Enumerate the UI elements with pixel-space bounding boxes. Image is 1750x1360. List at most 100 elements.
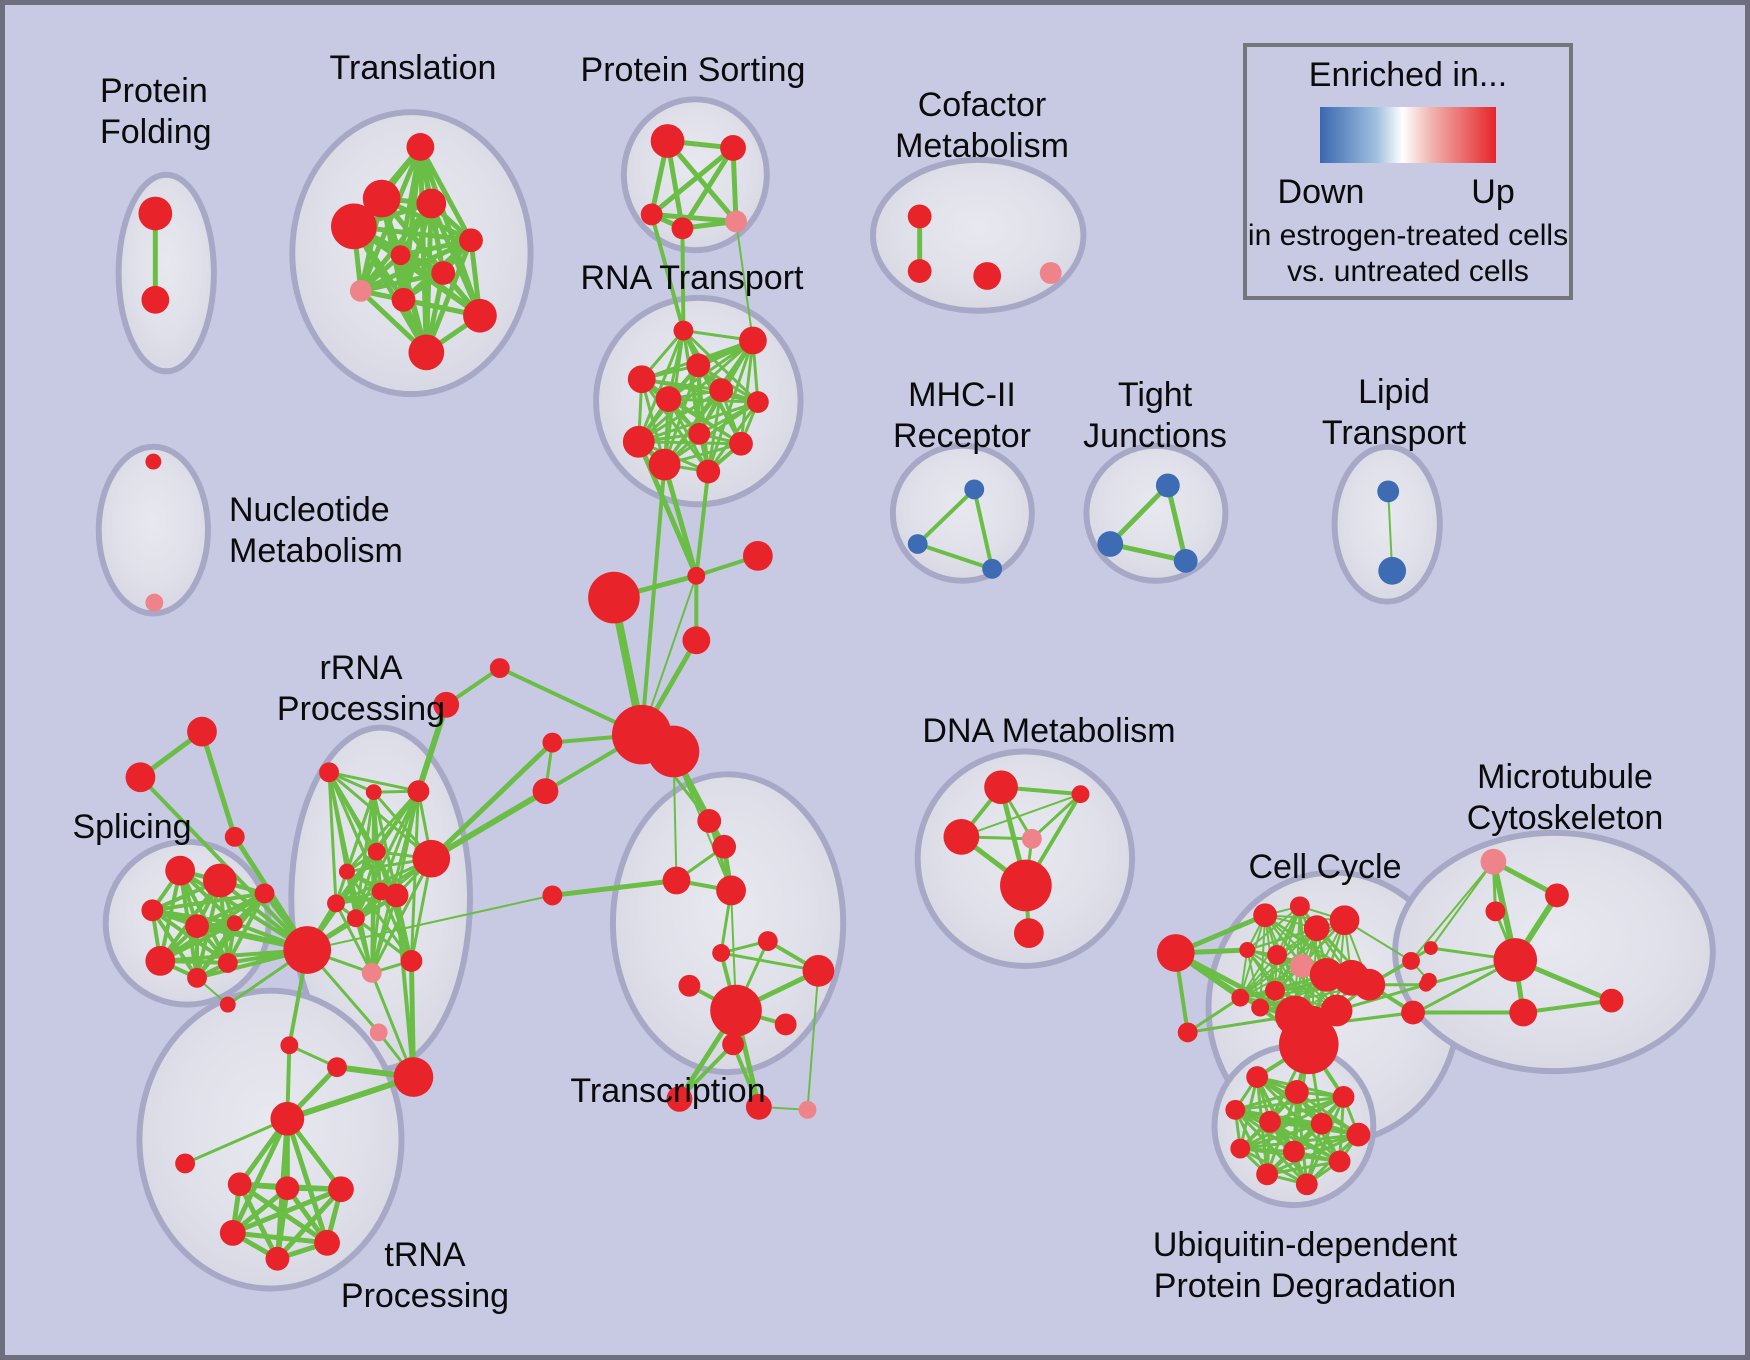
network-edge	[351, 225, 429, 354]
gene-set-node	[219, 1220, 246, 1246]
gene-set-node	[319, 762, 339, 783]
legend: Enriched in... Down Up in estrogen-treat…	[1243, 43, 1573, 300]
network-edge	[1165, 484, 1189, 562]
cluster-label-translation: Translation	[330, 48, 497, 89]
network-edge	[739, 340, 755, 444]
network-edge	[334, 902, 374, 974]
network-edge	[418, 145, 474, 242]
network-edge	[199, 730, 238, 838]
gene-set-node	[678, 974, 701, 997]
network-edge	[139, 775, 309, 952]
cluster-label-line: tRNA	[384, 1236, 466, 1274]
gene-set-node	[798, 1100, 817, 1119]
gene-set-node	[1156, 934, 1195, 972]
network-edge	[275, 1187, 343, 1261]
gene-set-node	[1310, 1112, 1333, 1135]
cluster-label-microtubule-cytoskeleton: Microtubule Cytoskeleton	[1467, 757, 1664, 839]
gene-set-node	[1332, 1085, 1355, 1108]
legend-subtitle-line2: vs. untreated cells	[1287, 255, 1529, 288]
gene-set-node	[254, 883, 275, 904]
network-edge	[961, 793, 1081, 838]
gene-set-node	[1545, 883, 1569, 908]
gene-set-node	[328, 1176, 354, 1203]
network-edge	[1266, 1159, 1340, 1176]
gene-set-node	[1039, 262, 1062, 284]
gene-set-node	[745, 1093, 772, 1120]
gene-set-node	[407, 780, 430, 803]
gene-set-node	[1353, 968, 1386, 1001]
gene-set-node	[1493, 938, 1538, 982]
cluster-ellipse	[914, 748, 1136, 969]
gene-set-node	[1000, 859, 1052, 912]
gene-set-node	[907, 204, 932, 229]
gene-set-node	[1265, 980, 1285, 1001]
gene-set-node	[696, 459, 721, 484]
gene-set-node	[406, 133, 435, 161]
gene-set-node	[270, 1101, 305, 1136]
cluster-label-lipid-transport: Lipid Transport	[1322, 372, 1466, 454]
cluster-label-protein-folding: Protein Folding	[100, 71, 212, 153]
network-edge	[1240, 1133, 1359, 1151]
cluster-label-line: rRNA	[319, 649, 403, 687]
network-edge	[680, 228, 686, 331]
network-edge	[284, 1117, 330, 1244]
network-edge	[638, 440, 742, 446]
gene-set-node	[280, 1036, 299, 1055]
cluster-label-splicing: Splicing	[72, 807, 191, 848]
cluster-label-line: Protein	[100, 72, 208, 110]
network-edge	[1522, 998, 1612, 1015]
network-edge	[327, 772, 338, 904]
cluster-label-rna-transport: RNA Transport	[581, 258, 804, 299]
gene-set-node	[687, 566, 706, 585]
gene-set-node	[314, 1229, 340, 1256]
network-edge	[552, 878, 677, 898]
network-edge	[1239, 1122, 1323, 1150]
network-edge	[649, 213, 686, 332]
gene-set-node	[712, 944, 731, 962]
network-edge	[231, 1186, 342, 1236]
cluster-ellipse	[609, 771, 847, 1076]
network-edge	[972, 488, 995, 570]
gene-set-node	[673, 320, 694, 341]
gene-set-node	[431, 261, 456, 285]
network-edge	[150, 909, 199, 979]
gene-set-node	[224, 826, 245, 847]
cluster-label-line: Protein Degradation	[1153, 1267, 1457, 1305]
network-edge	[1305, 1096, 1345, 1185]
cluster-label-line: Metabolism	[229, 532, 403, 570]
gene-set-node	[907, 534, 928, 554]
cluster-label-ubiquitin-dependent-protein-degradation: Ubiquitin-dependent Protein Degradation	[1153, 1225, 1457, 1307]
network-edge	[345, 790, 420, 873]
gene-set-node	[682, 626, 711, 655]
gene-set-node	[408, 334, 445, 371]
gene-set-node	[774, 1013, 797, 1036]
gene-set-node	[141, 285, 170, 314]
gene-set-node	[1282, 1140, 1305, 1163]
cluster-label-line: Cytoskeleton	[1466, 799, 1664, 837]
cluster-ellipse	[1331, 443, 1443, 605]
network-edge	[680, 146, 736, 230]
network-edge	[637, 330, 685, 443]
gene-set-node	[187, 716, 217, 747]
gene-set-node	[125, 762, 156, 793]
cluster-label-line: Translation	[329, 49, 497, 87]
network-edge	[639, 464, 667, 735]
network-edge	[360, 270, 444, 294]
network-edge	[1174, 950, 1297, 1018]
network-edge	[662, 463, 699, 577]
gene-set-node	[697, 809, 722, 833]
network-edge	[641, 377, 759, 404]
cluster-label-protein-sorting: Protein Sorting	[581, 50, 806, 91]
gene-set-node	[165, 855, 196, 886]
network-edge	[682, 329, 759, 404]
network-edge	[665, 139, 738, 224]
gene-set-node	[622, 425, 655, 458]
cluster-ellipse	[1392, 829, 1716, 1075]
network-edge	[429, 740, 555, 861]
gene-set-node	[371, 882, 390, 901]
network-edge	[1108, 483, 1170, 546]
cluster-label-transcription: Transcription	[570, 1071, 765, 1112]
gene-set-node	[226, 915, 243, 932]
network-edge	[651, 211, 737, 224]
